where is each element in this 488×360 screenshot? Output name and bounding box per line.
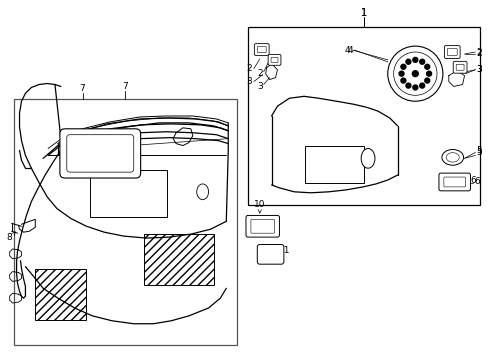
Text: 8: 8 — [6, 233, 12, 242]
Text: 6: 6 — [473, 177, 479, 186]
Ellipse shape — [446, 153, 458, 162]
Text: 4: 4 — [347, 45, 352, 54]
FancyBboxPatch shape — [452, 61, 466, 73]
Text: 2: 2 — [246, 64, 251, 73]
Circle shape — [400, 78, 405, 83]
Text: 3: 3 — [475, 65, 481, 74]
Ellipse shape — [196, 184, 208, 200]
Bar — [305, 145, 364, 183]
Circle shape — [419, 59, 424, 64]
Circle shape — [405, 59, 410, 64]
Circle shape — [387, 46, 442, 101]
Text: 9: 9 — [57, 151, 63, 160]
Ellipse shape — [361, 148, 374, 168]
Text: 10: 10 — [253, 200, 265, 209]
FancyBboxPatch shape — [270, 58, 277, 62]
Text: 7: 7 — [122, 82, 127, 91]
Text: 4: 4 — [344, 45, 349, 54]
Circle shape — [424, 78, 429, 83]
Text: 6: 6 — [469, 176, 475, 185]
FancyBboxPatch shape — [250, 219, 274, 233]
FancyBboxPatch shape — [67, 135, 133, 172]
Bar — [35, 269, 86, 320]
Circle shape — [424, 64, 429, 69]
Text: 7: 7 — [80, 84, 85, 93]
Circle shape — [426, 71, 431, 76]
FancyBboxPatch shape — [455, 64, 463, 70]
Ellipse shape — [441, 149, 463, 165]
Text: 2: 2 — [475, 48, 481, 57]
Circle shape — [405, 83, 410, 88]
FancyBboxPatch shape — [257, 46, 265, 53]
Circle shape — [419, 83, 424, 88]
Text: 2: 2 — [257, 69, 262, 78]
Text: 1: 1 — [360, 8, 366, 18]
FancyBboxPatch shape — [438, 173, 469, 191]
Text: 3: 3 — [256, 82, 262, 91]
Circle shape — [411, 71, 417, 77]
Text: 5: 5 — [475, 146, 481, 155]
Circle shape — [398, 71, 403, 76]
Text: 2: 2 — [475, 49, 481, 58]
Circle shape — [393, 52, 436, 95]
Text: 5: 5 — [475, 148, 481, 157]
Bar — [90, 170, 167, 217]
FancyBboxPatch shape — [447, 49, 456, 55]
Text: 3: 3 — [245, 77, 251, 86]
FancyBboxPatch shape — [257, 244, 284, 264]
Text: 3: 3 — [475, 65, 481, 74]
Circle shape — [400, 64, 405, 69]
Bar — [247, 27, 479, 204]
FancyBboxPatch shape — [443, 177, 465, 187]
FancyBboxPatch shape — [245, 215, 279, 237]
FancyBboxPatch shape — [60, 129, 141, 178]
Text: 1: 1 — [360, 8, 366, 18]
Bar — [143, 234, 214, 285]
Circle shape — [412, 58, 417, 62]
FancyBboxPatch shape — [444, 46, 459, 58]
Bar — [14, 99, 237, 345]
FancyBboxPatch shape — [267, 54, 280, 65]
FancyBboxPatch shape — [254, 44, 268, 55]
Text: 11: 11 — [278, 246, 289, 255]
Circle shape — [412, 85, 417, 90]
